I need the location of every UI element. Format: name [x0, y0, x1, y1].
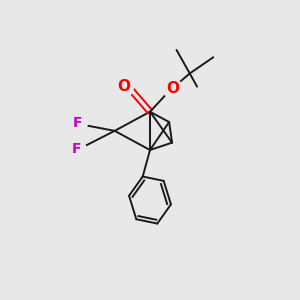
- Text: F: F: [72, 142, 81, 155]
- Text: O: O: [117, 79, 130, 94]
- Text: O: O: [166, 81, 179, 96]
- Text: F: F: [73, 116, 82, 130]
